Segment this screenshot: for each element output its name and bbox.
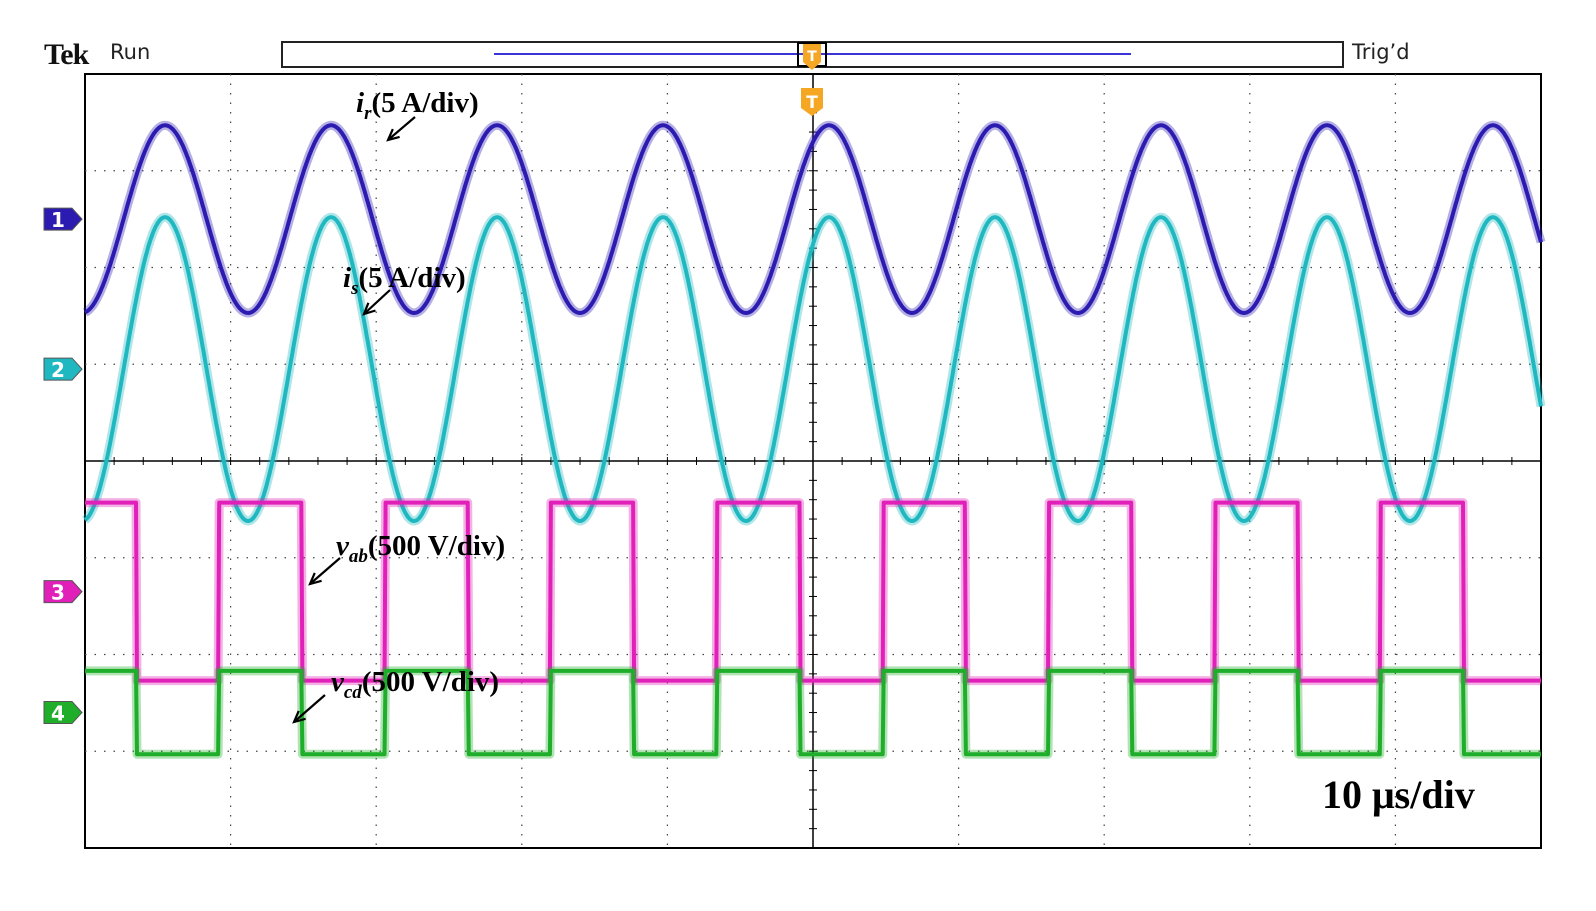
arrow-head <box>386 128 400 142</box>
channel-1-marker: 1 <box>43 207 83 232</box>
arrow-shaft <box>293 694 326 723</box>
timebase-label: 10 μs/div <box>1322 772 1475 817</box>
arrow-head <box>362 302 376 316</box>
trace-2 <box>83 215 1543 523</box>
channel-4-marker: 4 <box>43 701 83 726</box>
trace-4-label: vcd(500 V/div) <box>331 666 499 703</box>
trigger-marker: T <box>801 88 823 116</box>
trace-4 <box>84 668 1542 757</box>
channel-number: 3 <box>51 581 65 605</box>
run-status: Run <box>110 40 151 64</box>
trace-3-label: vab(500 V/div) <box>336 530 505 567</box>
arrow-head <box>292 710 306 724</box>
channel-marker-shape <box>43 580 83 604</box>
record-trigger-marker: T <box>803 44 821 70</box>
trigger-marker-label: T <box>806 93 818 113</box>
trace-4-arrow <box>292 694 326 724</box>
trigger-status: Trig’d <box>1352 40 1410 64</box>
trace-3 <box>84 500 1542 683</box>
trace-2-arrow <box>362 289 391 316</box>
channel-3-marker: 3 <box>43 580 83 605</box>
brand-logo: Tek <box>44 38 89 71</box>
channel-2-marker: 2 <box>43 357 83 382</box>
channel-number: 2 <box>51 358 65 382</box>
arrow-head <box>308 572 322 586</box>
arrow-shaft <box>387 116 416 141</box>
channel-number: 1 <box>51 208 65 232</box>
channel-marker-shape <box>43 701 83 725</box>
trace-3-arrow <box>308 557 341 586</box>
trigger-marker-shape <box>801 88 823 116</box>
channel-marker-shape <box>43 357 83 381</box>
trace-1 <box>84 123 1543 315</box>
arrow-shaft <box>363 289 391 315</box>
arrow-shaft <box>309 557 341 585</box>
channel-number: 4 <box>51 702 65 726</box>
trace-1-arrow <box>386 116 416 142</box>
trace-1-label: ir(5 A/div) <box>356 87 479 124</box>
center-axis-ticks <box>84 73 1542 849</box>
trace-2-label: is(5 A/div) <box>343 262 466 299</box>
record-trigger-shape <box>803 44 821 70</box>
record-trigger-label: T <box>807 49 817 65</box>
channel-marker-shape <box>43 207 83 231</box>
